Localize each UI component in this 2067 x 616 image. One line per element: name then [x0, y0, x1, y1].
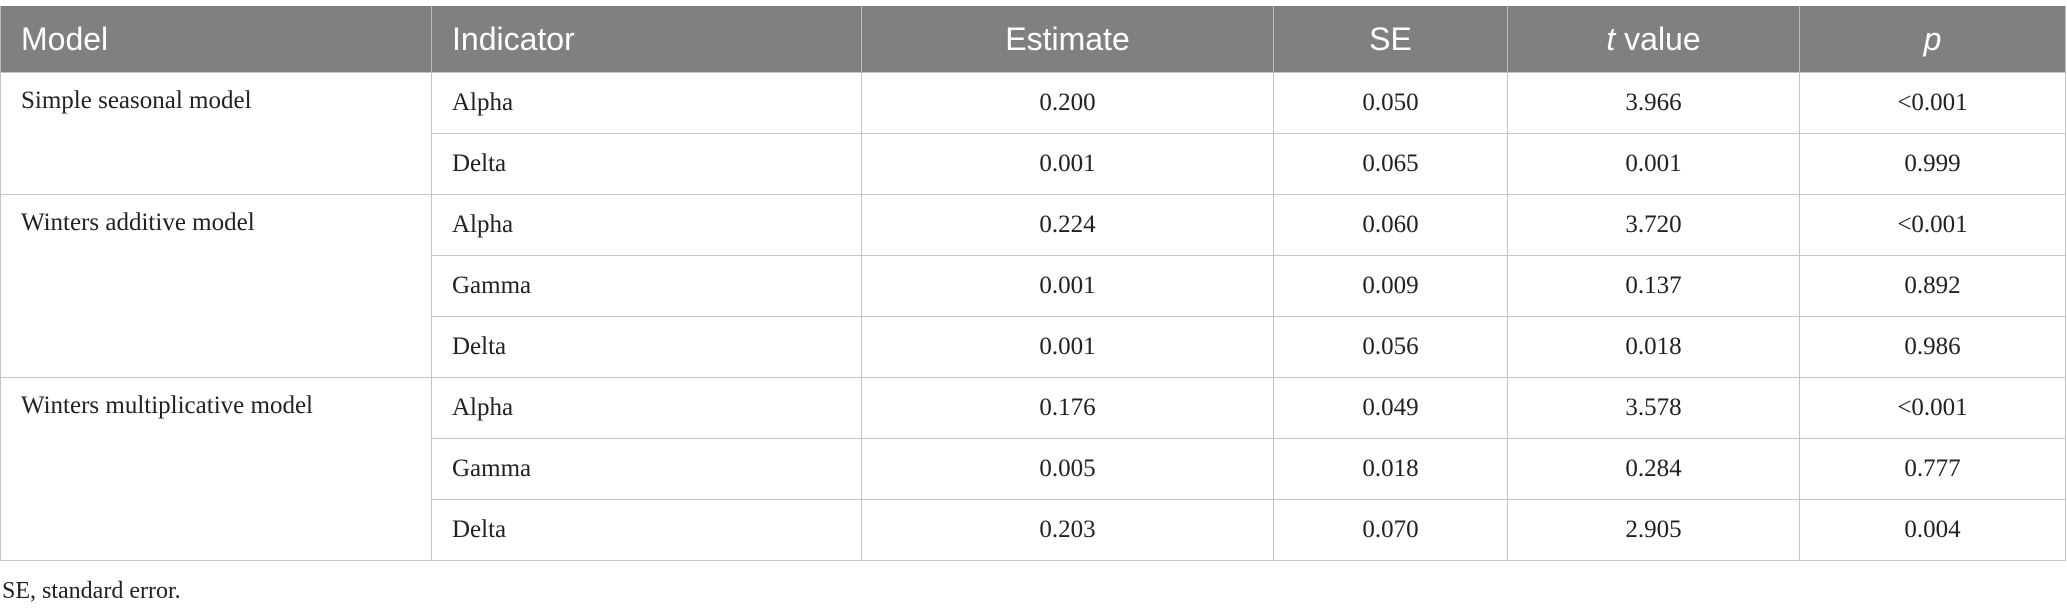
- value-cell: 0.284: [1507, 438, 1800, 500]
- header-cell: Model: [0, 6, 432, 73]
- value-cell: 0.999: [1799, 133, 2066, 195]
- value-cell: 0.018: [1273, 438, 1508, 500]
- value-cell: 0.001: [861, 316, 1274, 378]
- table-row: Delta 0.203 0.070 2.905 0.004: [1, 499, 2066, 561]
- indicator-cell: Delta: [431, 133, 862, 195]
- value-cell: 3.720: [1507, 194, 1800, 256]
- value-cell: 0.065: [1273, 133, 1508, 195]
- value-cell: 3.578: [1507, 377, 1800, 439]
- header-text: value: [1624, 20, 1701, 57]
- indicator-cell: Delta: [431, 499, 862, 561]
- value-cell: 0.777: [1799, 438, 2066, 500]
- value-cell: 0.001: [861, 255, 1274, 317]
- value-cell: <0.001: [1799, 194, 2066, 256]
- table-row: Winters additive model Alpha 0.224 0.060 3.7…: [0, 194, 2066, 378]
- indicator-cell: Alpha: [431, 194, 862, 256]
- value-cell: 0.018: [1507, 316, 1800, 378]
- indicator-cell: Alpha: [431, 72, 862, 134]
- table-row: Gamma 0.001 0.009 0.137 0.892: [1, 255, 2066, 317]
- value-cell: 0.203: [861, 499, 1274, 561]
- indicator-cell: Gamma: [431, 255, 862, 317]
- value-cell: 0.137: [1507, 255, 1800, 317]
- table-row: Simple seasonal model Alpha 0.200 0.050 3.96…: [0, 72, 2066, 195]
- model-cell: Simple seasonal model: [0, 72, 432, 195]
- value-cell: 0.049: [1273, 377, 1508, 439]
- value-cell: 0.004: [1799, 499, 2066, 561]
- value-cell: 0.176: [861, 377, 1274, 439]
- value-cell: 0.056: [1273, 316, 1508, 378]
- model-cell: Winters additive model: [0, 194, 432, 378]
- value-cell: 0.009: [1273, 255, 1508, 317]
- value-cell: 0.001: [861, 133, 1274, 195]
- value-cell: 2.905: [1507, 499, 1800, 561]
- value-cell: 0.050: [1273, 72, 1508, 134]
- value-cell: 0.070: [1273, 499, 1508, 561]
- value-cell: 0.200: [861, 72, 1274, 134]
- header-cell: Indicator: [431, 6, 862, 73]
- header-cell: p: [1799, 6, 2066, 73]
- value-cell: 0.060: [1273, 194, 1508, 256]
- table-body: Simple seasonal model Alpha 0.200 0.050 3.96…: [0, 72, 2066, 561]
- value-cell: 0.892: [1799, 255, 2066, 317]
- header-cell: t value: [1507, 6, 1800, 73]
- header-cell: SE: [1273, 6, 1508, 73]
- value-cell: 0.001: [1507, 133, 1800, 195]
- header-cell: Estimate: [861, 6, 1274, 73]
- value-cell: <0.001: [1799, 72, 2066, 134]
- indicator-cell: Delta: [431, 316, 862, 378]
- header-variable: p: [1923, 20, 1942, 57]
- table-row: Delta 0.001 0.056 0.018 0.986: [1, 316, 2066, 378]
- value-cell: 0.224: [861, 194, 1274, 256]
- indicator-cell: Gamma: [431, 438, 862, 500]
- value-cell: 0.986: [1799, 316, 2066, 378]
- table-row: Winters multiplicative model Alpha 0.176 0.…: [0, 377, 2066, 561]
- table-header: Model Indicator Estimate SE t value p: [0, 6, 2066, 73]
- value-cell: 0.005: [861, 438, 1274, 500]
- value-cell: <0.001: [1799, 377, 2066, 439]
- header-row: Model Indicator Estimate SE t value p: [0, 6, 2066, 73]
- value-cell: 3.966: [1507, 72, 1800, 134]
- header-variable: t: [1606, 20, 1616, 57]
- table-row: Gamma 0.005 0.018 0.284 0.777: [1, 438, 2066, 500]
- results-table: Model Indicator Estimate SE t value p Simple …: [0, 6, 2066, 561]
- model-cell: Winters multiplicative model: [0, 377, 432, 561]
- footnote: SE, standard error.: [2, 578, 181, 604]
- indicator-cell: Alpha: [431, 377, 862, 439]
